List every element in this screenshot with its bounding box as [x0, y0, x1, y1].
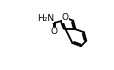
Text: H₂N: H₂N: [37, 14, 54, 23]
Text: O: O: [61, 13, 68, 22]
Text: O: O: [50, 27, 57, 36]
